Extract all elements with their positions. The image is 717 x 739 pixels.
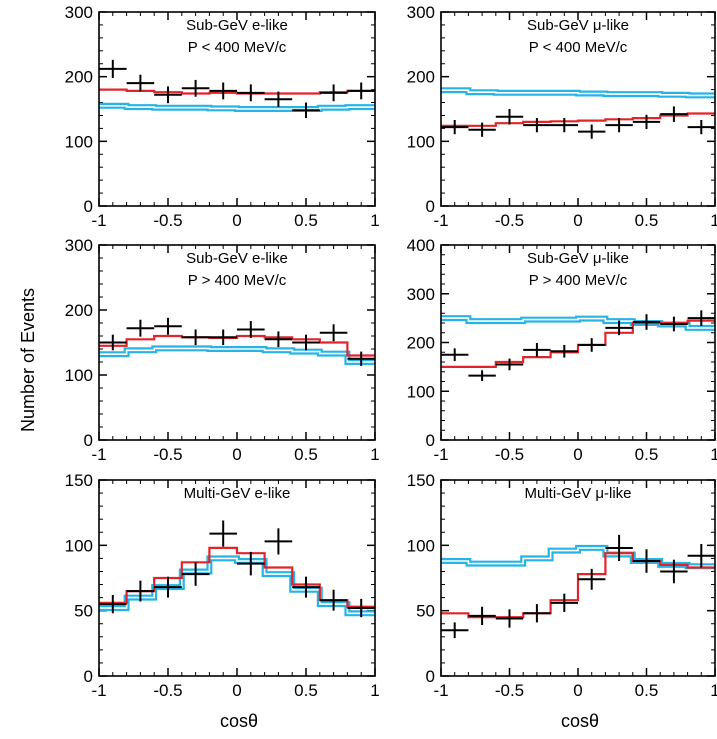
y-tick-label: 100 — [65, 366, 93, 385]
y-tick-label: 50 — [74, 602, 93, 621]
oscillation-fit-line — [441, 552, 715, 619]
x-tick-label: 0.5 — [294, 445, 318, 464]
panel-6: -1 -0.5 0 0.5 1 0 50 100 150 Multi-GeV μ-like — [407, 471, 717, 700]
y-tick-label: 0 — [426, 431, 435, 450]
y-tick-label: 50 — [416, 602, 435, 621]
panel-subtitle: P > 400 MeV/c — [529, 272, 628, 289]
x-tick-label: 0.5 — [635, 681, 659, 700]
y-tick-label: 200 — [407, 334, 435, 353]
figure-xlabel-left: cosθ — [220, 711, 258, 731]
panel-title: Multi-GeV e-like — [184, 485, 291, 502]
x-tick-label: 0 — [573, 211, 582, 230]
y-tick-label: 100 — [407, 382, 435, 401]
x-tick-label: 0.5 — [635, 445, 659, 464]
plot-frame — [98, 11, 376, 207]
x-tick-label: 0.5 — [294, 681, 318, 700]
x-tick-label: -1 — [91, 211, 106, 230]
x-tick-label: 1 — [710, 681, 717, 700]
x-tick-label: 1 — [710, 211, 717, 230]
y-tick-label: 0 — [84, 431, 93, 450]
plot-frame — [98, 244, 376, 441]
x-tick-label: -1 — [433, 445, 448, 464]
y-tick-label: 300 — [407, 285, 435, 304]
y-tick-label: 100 — [65, 536, 93, 555]
x-tick-label: 0 — [573, 445, 582, 464]
x-tick-label: -0.5 — [495, 211, 524, 230]
y-tick-label: 200 — [65, 301, 93, 320]
panel-subtitle: P < 400 MeV/c — [188, 39, 287, 56]
no-oscillation-band-gap — [99, 347, 375, 363]
x-tick-label: 0.5 — [635, 211, 659, 230]
y-tick-label: 100 — [407, 536, 435, 555]
panel-title: Multi-GeV μ-like — [525, 485, 632, 502]
panel-4: -1 -0.5 0 0.5 1 0 100 200 300 400 Sub-GeV μ-like P … — [407, 236, 717, 464]
y-tick-label: 300 — [65, 236, 93, 255]
y-tick-label: 300 — [65, 3, 93, 22]
x-tick-label: -0.5 — [153, 445, 182, 464]
x-tick-label: 0 — [232, 211, 241, 230]
oscillation-fit-line — [441, 112, 715, 127]
y-tick-label: 150 — [407, 471, 435, 490]
x-tick-label: -0.5 — [153, 211, 182, 230]
x-tick-label: -1 — [433, 211, 448, 230]
panel-title: Sub-GeV e-like — [186, 17, 288, 34]
figure-xlabel-right: cosθ — [561, 711, 599, 731]
y-tick-label: 200 — [65, 68, 93, 87]
y-tick-label: 100 — [407, 132, 435, 151]
panel-title: Sub-GeV μ-like — [527, 250, 629, 267]
y-tick-label: 200 — [407, 68, 435, 87]
x-tick-label: -0.5 — [495, 681, 524, 700]
x-tick-label: -1 — [433, 681, 448, 700]
figure-ylabel: Number of Events — [18, 288, 38, 432]
plot-frame — [440, 244, 716, 441]
oscillation-fit-line — [99, 546, 375, 608]
y-tick-label: 150 — [65, 471, 93, 490]
x-tick-label: 0 — [232, 445, 241, 464]
x-tick-label: -1 — [91, 445, 106, 464]
y-tick-label: 0 — [84, 667, 93, 686]
x-tick-label: 0 — [232, 681, 241, 700]
no-oscillation-band-gap — [99, 105, 375, 110]
y-tick-label: 0 — [426, 197, 435, 216]
plot-frame — [440, 479, 716, 677]
y-tick-label: 300 — [407, 3, 435, 22]
x-tick-label: 1 — [370, 445, 379, 464]
y-tick-label: 400 — [407, 236, 435, 255]
x-tick-label: 0 — [573, 681, 582, 700]
panel-title: Sub-GeV e-like — [186, 250, 288, 267]
panel-5: -1 -0.5 0 0.5 1 0 50 100 150 Multi-GeV e-like — [65, 471, 380, 700]
plot-frame — [98, 479, 376, 677]
panel-2: -1 -0.5 0 0.5 1 0 100 200 300 Sub-GeV μ-like P < 4… — [407, 3, 717, 230]
x-tick-label: -0.5 — [495, 445, 524, 464]
no-oscillation-band-gap — [99, 557, 375, 615]
x-tick-label: 1 — [370, 681, 379, 700]
x-tick-label: 1 — [370, 211, 379, 230]
panel-title: Sub-GeV μ-like — [527, 17, 629, 34]
plot-frame — [440, 11, 716, 207]
y-tick-label: 0 — [426, 667, 435, 686]
x-tick-label: -1 — [91, 681, 106, 700]
panel-subtitle: P < 400 MeV/c — [529, 39, 628, 56]
panel-1: -1 -0.5 0 0.5 1 0 100 200 300 Sub-GeV e-like P < 4… — [65, 3, 380, 230]
y-tick-label: 0 — [84, 197, 93, 216]
x-tick-label: 0.5 — [294, 211, 318, 230]
no-oscillation-band-gap — [441, 89, 715, 97]
x-tick-label: 1 — [710, 445, 717, 464]
panel-subtitle: P > 400 MeV/c — [188, 272, 287, 289]
x-tick-label: -0.5 — [153, 681, 182, 700]
y-tick-label: 100 — [65, 132, 93, 151]
panel-3: -1 -0.5 0 0.5 1 0 100 200 300 Sub-GeV e-like P > 4… — [65, 236, 380, 464]
